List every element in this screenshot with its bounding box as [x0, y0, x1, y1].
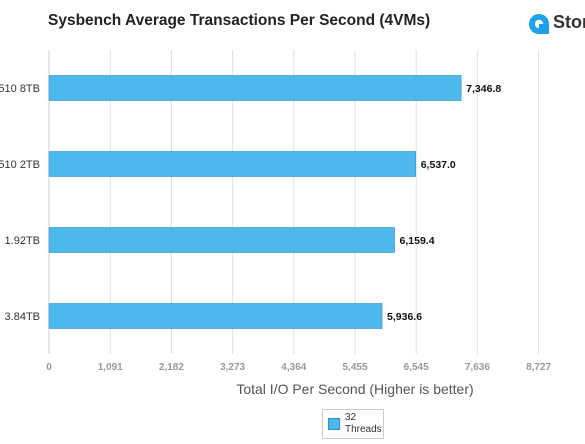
category-label: 510 2TB	[0, 159, 40, 171]
logo-text: Stor	[553, 12, 585, 32]
category-label: 1.92TB	[5, 235, 40, 247]
x-tick-label: 3,273	[220, 362, 245, 373]
category-label: 3.84TB	[5, 311, 40, 323]
x-tick-label: 6,545	[404, 362, 429, 373]
bar-value-label: 7,346.8	[466, 83, 501, 95]
bar-value-label: 6,159.4	[400, 235, 435, 247]
x-tick-label: 4,364	[281, 362, 306, 373]
bar	[48, 227, 395, 253]
bar-value-label: 5,936.6	[387, 311, 422, 323]
bar	[48, 303, 383, 329]
x-tick-label: 0	[46, 362, 52, 373]
x-tick-label: 5,455	[343, 362, 368, 373]
bar	[48, 151, 417, 177]
x-tick-label: 1,091	[98, 362, 123, 373]
legend[interactable]: 32 Threads	[322, 409, 384, 439]
bar	[48, 75, 462, 101]
storagereview-logo-icon	[529, 14, 549, 34]
x-axis-label: Total I/O Per Second (Higher is better)	[236, 381, 474, 397]
legend-swatch	[328, 418, 340, 430]
x-tick-label: 8,727	[526, 362, 551, 373]
x-tick-label: 2,182	[159, 362, 184, 373]
bar-value-label: 6,537.0	[421, 159, 456, 171]
category-label: 510 8TB	[0, 83, 40, 95]
bar-chart: 0 1,091 2,182 3,273 4,364 5,455 6,545 7,636 8,72…	[0, 50, 552, 373]
chart-title: Sysbench Average Transactions Per Second…	[48, 12, 431, 29]
x-tick-label: 7,636	[465, 362, 490, 373]
legend-item-label: 32 Threads	[345, 412, 382, 435]
